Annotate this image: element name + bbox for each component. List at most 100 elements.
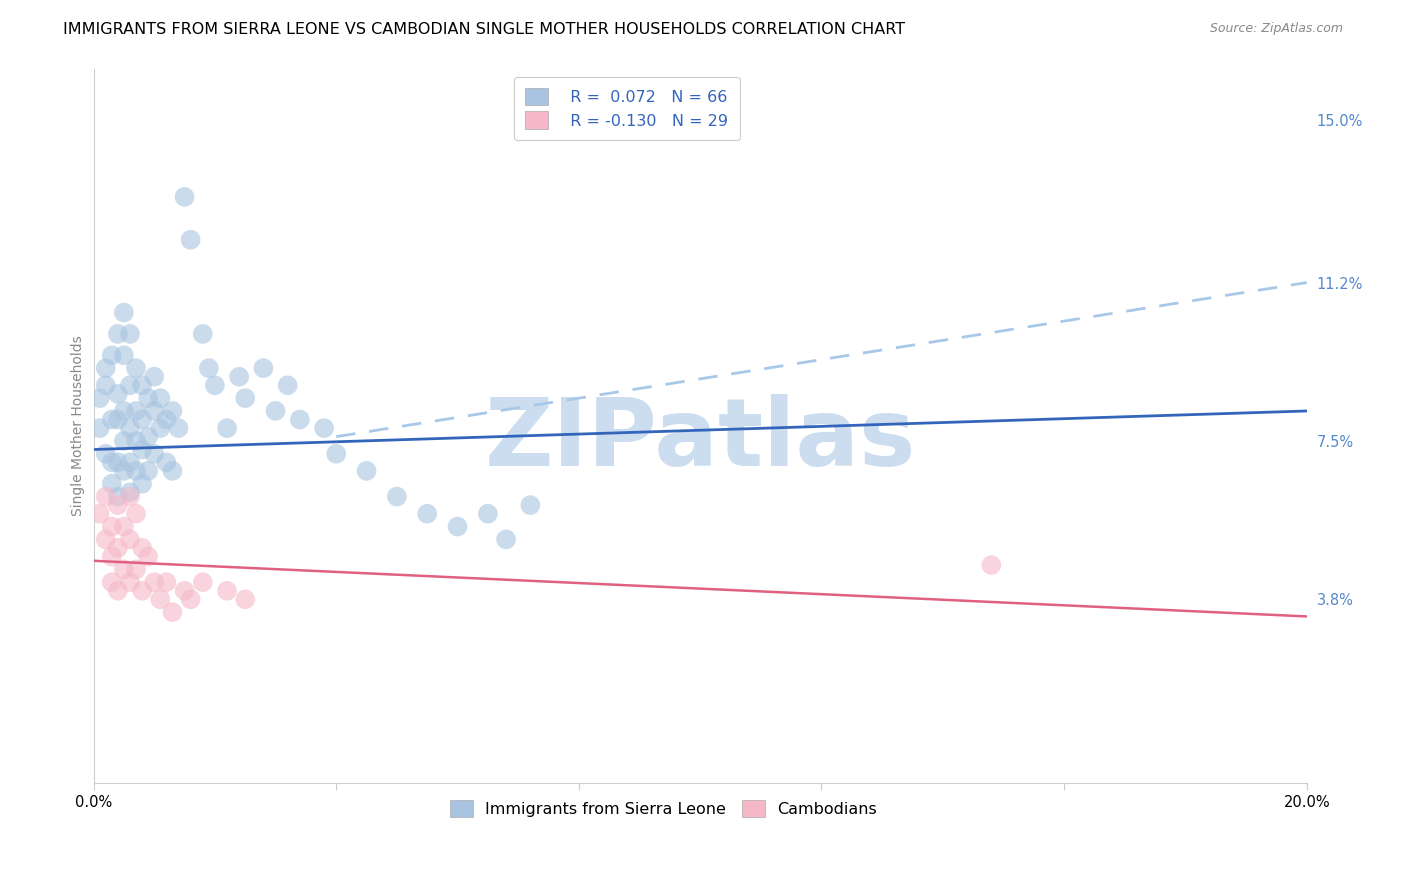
Point <box>131 476 153 491</box>
Point <box>136 464 159 478</box>
Point <box>112 305 135 319</box>
Point <box>125 361 148 376</box>
Point <box>112 562 135 576</box>
Point <box>118 533 141 547</box>
Point <box>94 447 117 461</box>
Point <box>100 476 122 491</box>
Point <box>155 412 177 426</box>
Point <box>162 605 184 619</box>
Point <box>125 507 148 521</box>
Point <box>118 575 141 590</box>
Point <box>112 404 135 418</box>
Point <box>118 455 141 469</box>
Point <box>233 592 256 607</box>
Point <box>131 583 153 598</box>
Point <box>198 361 221 376</box>
Point <box>233 391 256 405</box>
Point <box>89 507 111 521</box>
Point <box>416 507 439 521</box>
Point <box>100 549 122 564</box>
Point <box>149 592 172 607</box>
Point <box>277 378 299 392</box>
Point <box>118 490 141 504</box>
Point <box>112 519 135 533</box>
Point <box>149 391 172 405</box>
Point <box>94 378 117 392</box>
Point <box>125 404 148 418</box>
Point <box>107 387 129 401</box>
Point <box>131 412 153 426</box>
Text: Source: ZipAtlas.com: Source: ZipAtlas.com <box>1209 22 1343 36</box>
Point <box>143 575 166 590</box>
Point <box>94 533 117 547</box>
Point <box>264 404 287 418</box>
Text: IMMIGRANTS FROM SIERRA LEONE VS CAMBODIAN SINGLE MOTHER HOUSEHOLDS CORRELATION C: IMMIGRANTS FROM SIERRA LEONE VS CAMBODIA… <box>63 22 905 37</box>
Point <box>191 575 214 590</box>
Point <box>125 562 148 576</box>
Y-axis label: Single Mother Households: Single Mother Households <box>72 335 86 516</box>
Point <box>107 326 129 341</box>
Point <box>131 378 153 392</box>
Point <box>325 447 347 461</box>
Point <box>100 348 122 362</box>
Point <box>125 464 148 478</box>
Point <box>191 326 214 341</box>
Point <box>100 575 122 590</box>
Point <box>173 190 195 204</box>
Point <box>228 369 250 384</box>
Point <box>89 421 111 435</box>
Point <box>131 541 153 555</box>
Point <box>100 412 122 426</box>
Point <box>118 326 141 341</box>
Point <box>118 421 141 435</box>
Point <box>477 507 499 521</box>
Point <box>162 464 184 478</box>
Point <box>143 369 166 384</box>
Point <box>100 455 122 469</box>
Point <box>204 378 226 392</box>
Point <box>107 455 129 469</box>
Point <box>180 233 202 247</box>
Point <box>136 430 159 444</box>
Point <box>100 519 122 533</box>
Point <box>252 361 274 376</box>
Point <box>519 498 541 512</box>
Point <box>356 464 378 478</box>
Point <box>112 434 135 448</box>
Point <box>131 442 153 457</box>
Point <box>136 391 159 405</box>
Point <box>107 412 129 426</box>
Point <box>136 549 159 564</box>
Point <box>94 490 117 504</box>
Point <box>495 533 517 547</box>
Point <box>162 404 184 418</box>
Point <box>180 592 202 607</box>
Point <box>107 498 129 512</box>
Point <box>107 541 129 555</box>
Point <box>155 575 177 590</box>
Point <box>446 519 468 533</box>
Point <box>118 378 141 392</box>
Point <box>385 490 408 504</box>
Point <box>125 434 148 448</box>
Point <box>107 583 129 598</box>
Point <box>94 361 117 376</box>
Point <box>314 421 336 435</box>
Point <box>107 490 129 504</box>
Point <box>112 464 135 478</box>
Point <box>118 485 141 500</box>
Point <box>143 447 166 461</box>
Point <box>143 404 166 418</box>
Text: ZIPatlas: ZIPatlas <box>485 394 915 486</box>
Point <box>980 558 1002 572</box>
Point <box>112 348 135 362</box>
Point <box>149 421 172 435</box>
Point <box>215 421 238 435</box>
Point <box>288 412 311 426</box>
Point <box>173 583 195 598</box>
Point <box>155 455 177 469</box>
Point <box>167 421 190 435</box>
Legend: Immigrants from Sierra Leone, Cambodians: Immigrants from Sierra Leone, Cambodians <box>443 792 886 825</box>
Point <box>89 391 111 405</box>
Point <box>215 583 238 598</box>
